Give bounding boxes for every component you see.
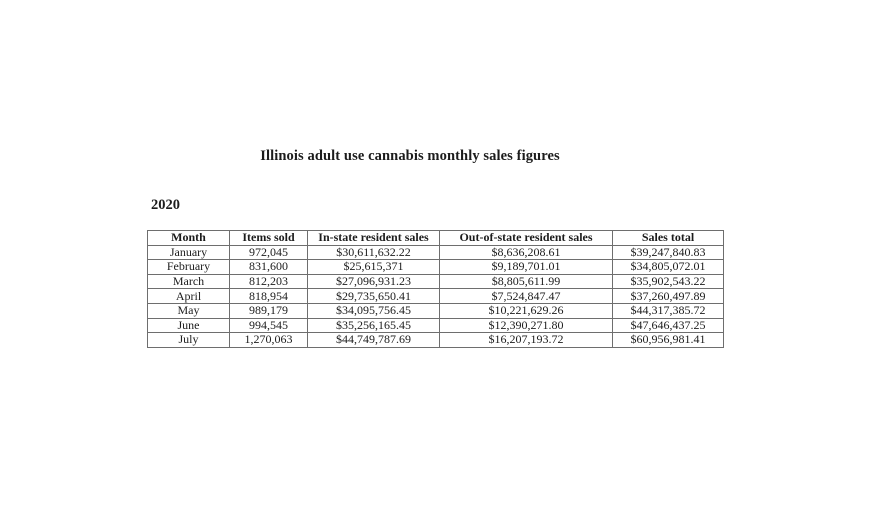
table-cell: $35,256,165.45 bbox=[307, 317, 440, 334]
table-cell: $47,646,437.25 bbox=[612, 317, 724, 334]
column-header: Sales total bbox=[612, 230, 724, 246]
sales-table: Month Items sold In-state resident sales Ou… bbox=[147, 230, 724, 348]
table-cell: $39,247,840.83 bbox=[612, 244, 724, 261]
table-cell: $44,317,385.72 bbox=[612, 302, 724, 319]
table-cell: $7,524,847.47 bbox=[439, 288, 613, 304]
column-header: In-state resident sales bbox=[307, 230, 440, 246]
table-cell: 972,045 bbox=[229, 244, 308, 261]
year-heading: 2020 bbox=[151, 197, 180, 213]
table-cell: $8,636,208.61 bbox=[439, 244, 613, 261]
table-cell: $34,095,756.45 bbox=[307, 302, 440, 319]
table-cell: $35,902,543.22 bbox=[612, 273, 724, 290]
column-header: Out-of-state resident sales bbox=[439, 230, 613, 246]
table-row: June 994,545 $35,256,165.45 $12,390,271.80 $… bbox=[147, 317, 724, 334]
table-cell: $60,956,981.41 bbox=[612, 332, 724, 348]
table-cell: $25,615,371 bbox=[307, 259, 440, 275]
table-cell: 812,203 bbox=[229, 273, 308, 290]
page-title: Illinois adult use cannabis monthly sale… bbox=[260, 148, 560, 164]
table-row: July 1,270,063 $44,749,787.69 $16,207,193.7… bbox=[147, 332, 724, 348]
table-cell: $34,805,072.01 bbox=[612, 259, 724, 275]
month-cell: April bbox=[147, 288, 230, 304]
table-cell: $30,611,632.22 bbox=[307, 244, 440, 261]
table-row: April 818,954 $29,735,650.41 $7,524,847.47 $… bbox=[147, 288, 724, 304]
table-row: May 989,179 $34,095,756.45 $10,221,629.26 $4… bbox=[147, 302, 724, 319]
table-cell: $37,260,497.89 bbox=[612, 288, 724, 304]
month-cell: January bbox=[147, 244, 230, 261]
table-cell: 1,270,063 bbox=[229, 332, 308, 348]
sales-table-body: January 972,045 $30,611,632.22 $8,636,208.6… bbox=[147, 244, 724, 348]
month-cell: July bbox=[147, 332, 230, 348]
table-cell: $9,189,701.01 bbox=[439, 259, 613, 275]
table-row: March 812,203 $27,096,931.23 $8,805,611.99 $… bbox=[147, 273, 724, 290]
table-cell: 994,545 bbox=[229, 317, 308, 334]
table-header-row: Month Items sold In-state resident sales Ou… bbox=[147, 230, 724, 246]
table-cell: 818,954 bbox=[229, 288, 308, 304]
column-header: Month bbox=[147, 230, 230, 246]
table-cell: $16,207,193.72 bbox=[439, 332, 613, 348]
table-cell: $29,735,650.41 bbox=[307, 288, 440, 304]
table-cell: $44,749,787.69 bbox=[307, 332, 440, 348]
column-header: Items sold bbox=[229, 230, 308, 246]
month-cell: May bbox=[147, 302, 230, 319]
table-cell: 989,179 bbox=[229, 302, 308, 319]
table-cell: 831,600 bbox=[229, 259, 308, 275]
table-row: February 831,600 $25,615,371 $9,189,701.01 $… bbox=[147, 259, 724, 275]
month-cell: March bbox=[147, 273, 230, 290]
table-cell: $8,805,611.99 bbox=[439, 273, 613, 290]
month-cell: February bbox=[147, 259, 230, 275]
table-row: January 972,045 $30,611,632.22 $8,636,208.6… bbox=[147, 244, 724, 261]
month-cell: June bbox=[147, 317, 230, 334]
table-cell: $10,221,629.26 bbox=[439, 302, 613, 319]
table-cell: $27,096,931.23 bbox=[307, 273, 440, 290]
table-cell: $12,390,271.80 bbox=[439, 317, 613, 334]
